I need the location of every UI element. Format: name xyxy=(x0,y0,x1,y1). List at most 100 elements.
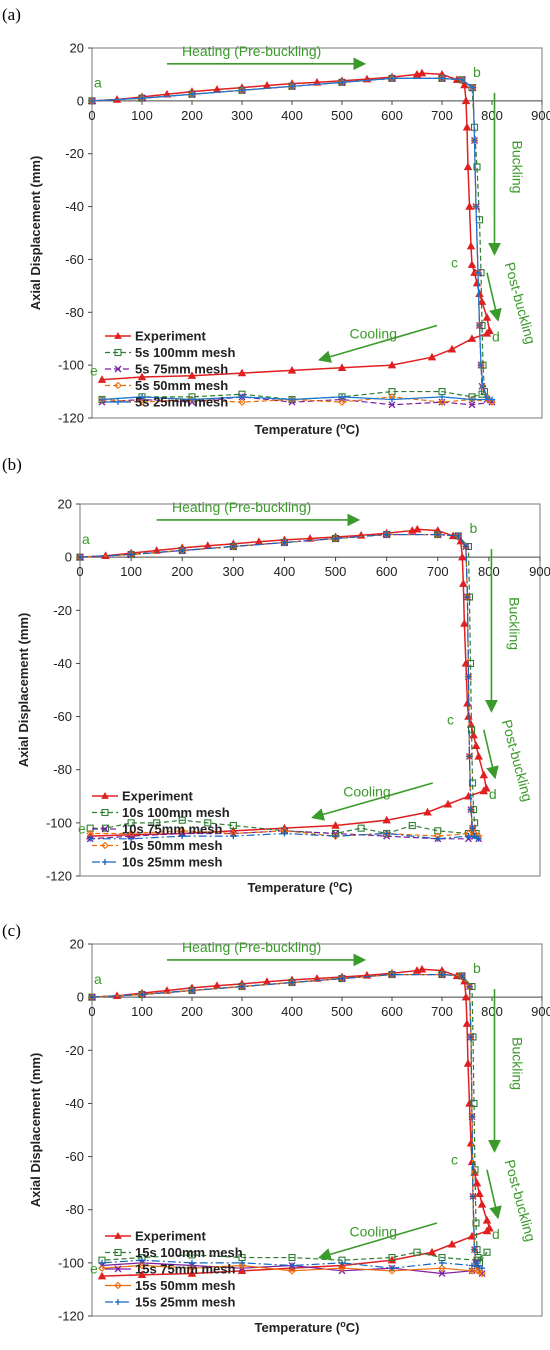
x-tick-label-8: 800 xyxy=(478,564,500,579)
series-4-point-13 xyxy=(476,322,483,329)
series-3-point-19 xyxy=(388,1267,396,1275)
series-4-point-15 xyxy=(471,833,478,840)
series-4-point-2 xyxy=(189,987,195,994)
series-4-point-25 xyxy=(99,1259,105,1266)
legend-marker-3 xyxy=(114,381,122,390)
series-0-point-32 xyxy=(447,1239,457,1248)
x-tick-label-2: 200 xyxy=(181,108,203,123)
series-3-point-20 xyxy=(331,832,340,840)
series-0-point-3 xyxy=(152,546,161,554)
series-4-point-7 xyxy=(439,971,445,978)
series-0-point-18 xyxy=(458,552,467,561)
y-tick-label-7: -120 xyxy=(58,411,84,426)
series-0-point-39 xyxy=(137,1270,147,1279)
series-3-point-25 xyxy=(138,398,146,406)
series-4-point-22 xyxy=(289,396,295,403)
plot-area xyxy=(79,503,541,877)
legend-label-2: 15s 75mm mesh xyxy=(135,1262,236,1277)
series-4-point-24 xyxy=(189,396,195,403)
series-4-point-21 xyxy=(339,393,345,400)
series-1-point-27 xyxy=(153,819,161,827)
series-4-point-0 xyxy=(77,554,83,561)
series-0-point-23 xyxy=(467,260,477,268)
x-tick-label-7: 700 xyxy=(431,1004,453,1019)
series-4-point-11 xyxy=(473,203,479,210)
y-tick-label-6: -100 xyxy=(58,358,84,373)
legend-marker-0 xyxy=(114,331,122,339)
series-0-point-19 xyxy=(462,1019,472,1027)
series-4-point-6 xyxy=(389,75,395,82)
series-0-point-19 xyxy=(462,122,472,131)
series-3-point-8 xyxy=(458,972,466,980)
x-tick-label-0: 0 xyxy=(88,108,95,123)
series-4-point-7 xyxy=(439,75,445,82)
y-tick-label-5: -80 xyxy=(65,305,84,320)
series-4-point-22 xyxy=(239,1259,245,1266)
series-3-point-4 xyxy=(288,978,296,987)
series-4-point-2 xyxy=(189,91,195,98)
x-tick-label-2: 200 xyxy=(171,564,193,579)
series-4-point-10 xyxy=(471,137,478,144)
series-3-point-16 xyxy=(478,1269,486,1278)
series-1-point-17 xyxy=(483,1248,491,1256)
series-3-point-19 xyxy=(382,829,391,838)
series-2-point-18 xyxy=(468,401,476,409)
series-4-point-23 xyxy=(239,393,245,400)
series-3-point-1 xyxy=(127,550,135,559)
x-axis-title-sup: o xyxy=(333,879,339,889)
x-tick-label-7: 700 xyxy=(427,564,449,579)
legend-label-0: Experiment xyxy=(122,789,193,804)
series-4-point-15 xyxy=(475,1262,481,1269)
series-4-point-12 xyxy=(470,1193,476,1200)
series-0-point-38 xyxy=(187,1269,197,1277)
legend-marker-2 xyxy=(101,825,109,833)
y-tick-label-1: 0 xyxy=(65,550,72,565)
point-label-a: a xyxy=(94,971,102,987)
series-4-point-1 xyxy=(139,991,145,998)
x-tick-label-9: 900 xyxy=(529,564,550,579)
series-4-point-11 xyxy=(465,673,472,680)
post-buckling-arrow xyxy=(486,272,502,322)
series-4-point-25 xyxy=(139,393,145,400)
series-3-point-19 xyxy=(438,398,446,406)
point-label-b: b xyxy=(473,64,481,80)
y-tick-label-4: -60 xyxy=(65,1149,84,1164)
point-label-b: b xyxy=(473,960,481,976)
series-1-point-25 xyxy=(188,1251,196,1259)
y-tick-label-2: -20 xyxy=(53,603,72,618)
cooling-arrow xyxy=(317,1222,438,1261)
y-tick-label-2: -20 xyxy=(65,146,84,161)
series-4-point-14 xyxy=(478,362,484,369)
series-1-point-19 xyxy=(408,821,416,830)
series-1-point-17 xyxy=(478,390,486,398)
series-1-point-20 xyxy=(413,1248,421,1256)
legend-marker-4 xyxy=(102,859,108,865)
y-axis-title: Axial Displacement (mm) xyxy=(28,1053,43,1208)
series-4 xyxy=(77,531,482,842)
y-tick-label-4: -60 xyxy=(53,709,72,724)
y-tick-label-0: 20 xyxy=(58,497,72,512)
cooling-annotation: Cooling xyxy=(350,326,397,342)
series-4-point-20 xyxy=(332,833,339,840)
series-2-point-20 xyxy=(388,401,396,409)
series-1-point-25 xyxy=(204,819,212,827)
series-0-point-22 xyxy=(466,1138,476,1147)
series-0-point-9 xyxy=(312,77,322,86)
series-0-point-20 xyxy=(463,1059,473,1067)
legend-label-3: 5s 50mm mesh xyxy=(135,378,228,393)
series-4-point-7 xyxy=(434,531,441,538)
series-4-point-9 xyxy=(470,84,476,91)
series-0-point-39 xyxy=(137,372,147,381)
series-0-point-31 xyxy=(467,334,477,342)
point-label-a: a xyxy=(94,75,102,91)
series-4-point-17 xyxy=(465,833,472,840)
x-tick-label-3: 300 xyxy=(222,564,244,579)
series-0-point-33 xyxy=(427,1247,437,1256)
series-line-4 xyxy=(91,973,483,1269)
series-0-point-26 xyxy=(475,289,484,298)
series-0-point-27 xyxy=(474,751,483,760)
point-label-d: d xyxy=(492,328,500,344)
